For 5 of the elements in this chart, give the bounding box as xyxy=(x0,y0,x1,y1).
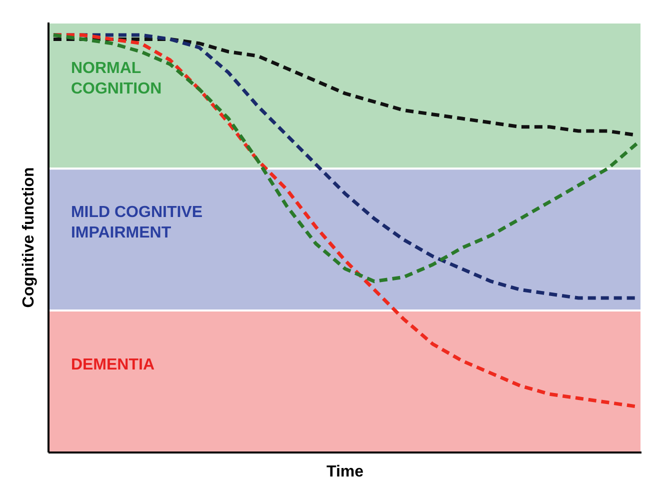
y-axis-title: Cognitive function xyxy=(20,167,38,308)
band-label: DEMENTIA xyxy=(70,356,155,374)
band-label: MILD COGNITIVE IMPAIRMENT xyxy=(70,204,203,242)
x-axis-title: Time xyxy=(326,464,364,480)
band-label: NORMAL COGNITION xyxy=(70,60,162,98)
